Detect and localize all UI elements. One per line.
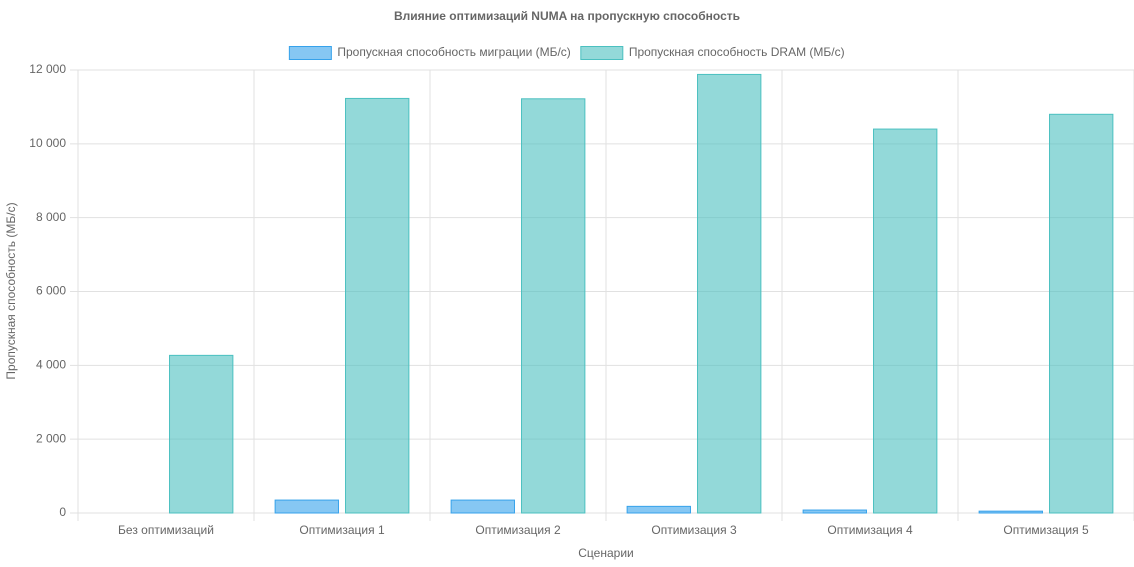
x-tick-label: Оптимизация 3 (651, 523, 737, 537)
y-tick-label: 6 000 (36, 284, 66, 298)
bar (978, 510, 1043, 514)
y-tick-label: 8 000 (36, 210, 66, 224)
bar (450, 499, 515, 514)
y-tick-label: 0 (59, 505, 66, 519)
x-tick-label: Оптимизация 5 (1003, 523, 1089, 537)
bar (169, 354, 234, 514)
bar (521, 98, 586, 514)
bar (873, 128, 938, 514)
y-tick-label: 2 000 (36, 431, 66, 445)
x-tick-label: Оптимизация 1 (299, 523, 385, 537)
y-axis-title: Пропускная способность (МБ/с) (4, 202, 18, 379)
x-axis-title: Сценарии (578, 546, 633, 560)
bar (697, 73, 762, 514)
bar (626, 505, 691, 514)
legend-label: Пропускная способность DRAM (МБ/с) (629, 45, 845, 59)
y-tick-label: 4 000 (36, 358, 66, 372)
bar (1049, 113, 1114, 514)
bar (274, 499, 339, 514)
bar (802, 509, 867, 514)
x-tick-label: Оптимизация 4 (827, 523, 913, 537)
legend-swatch (580, 46, 624, 60)
y-tick-label: 12 000 (29, 62, 66, 76)
chart-title: Влияние оптимизаций NUMA на пропускную с… (394, 9, 740, 23)
y-tick-label: 10 000 (29, 136, 66, 150)
legend-label: Пропускная способность миграции (МБ/с) (337, 45, 570, 59)
legend-swatch (288, 46, 332, 60)
x-tick-label: Оптимизация 2 (475, 523, 561, 537)
x-tick-label: Без оптимизаций (118, 523, 214, 537)
bar (345, 97, 410, 514)
